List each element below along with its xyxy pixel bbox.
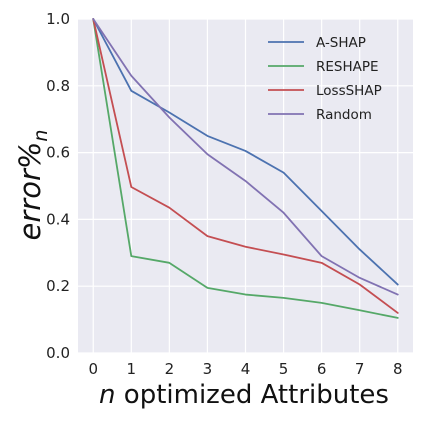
x-tick-label: 2 [165, 360, 175, 378]
y-axis-label-main: error% [13, 142, 47, 241]
x-axis-label-variable: n [99, 380, 115, 410]
legend-label-random: Random [316, 107, 372, 123]
x-tick-label: 8 [393, 360, 403, 378]
y-tick-label: 0.0 [46, 344, 70, 362]
x-tick-label: 6 [317, 360, 327, 378]
series-line-lossshap [92, 18, 399, 314]
series-layer [92, 18, 399, 319]
grid-lines [78, 18, 413, 354]
x-tick-label: 1 [127, 360, 137, 378]
y-tick-label: 0.4 [46, 210, 70, 228]
series-line-random [92, 18, 399, 296]
y-axis-label-subscript: n [30, 130, 52, 142]
x-tick-label: 3 [203, 360, 213, 378]
y-tick-label: 0.8 [46, 77, 70, 95]
y-tick-label: 1.0 [46, 10, 70, 28]
y-tick-labels: 0.0 0.2 0.4 0.6 0.8 1.0 [46, 10, 70, 362]
legend-label-reshape: RESHAPE [316, 59, 379, 75]
x-tick-labels: 0 1 2 3 4 5 6 7 8 [88, 360, 402, 378]
legend: A-SHAP RESHAPE LossSHAP Random [268, 35, 382, 123]
legend-label-a-shap: A-SHAP [316, 35, 366, 51]
x-tick-label: 0 [88, 360, 98, 378]
y-tick-label: 0.2 [46, 277, 70, 295]
series-line-a-shap [92, 18, 399, 286]
x-tick-label: 7 [355, 360, 365, 378]
y-tick-label: 0.6 [46, 144, 70, 162]
x-axis-label: n optimized Attributes [99, 380, 389, 410]
series-line-reshape [92, 18, 399, 319]
y-axis-label: error%n [13, 130, 52, 241]
legend-label-lossshap: LossSHAP [316, 83, 382, 99]
x-tick-label: 5 [279, 360, 289, 378]
x-axis-label-text: optimized Attributes [116, 380, 389, 410]
x-tick-label: 4 [241, 360, 251, 378]
